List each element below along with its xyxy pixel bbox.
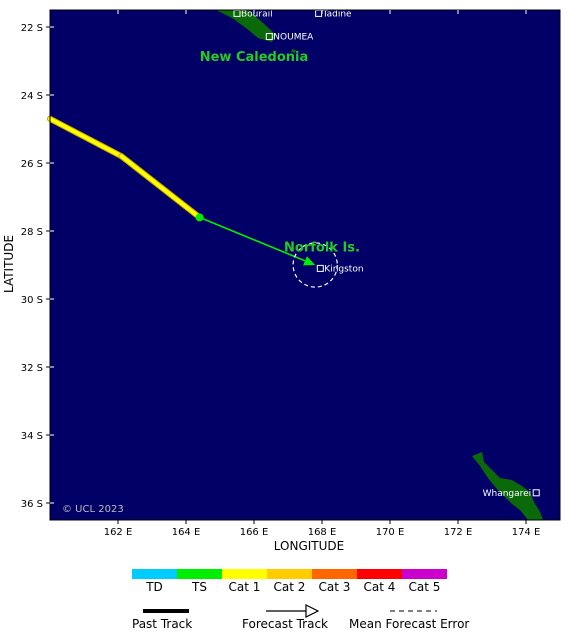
legend: TD TS Cat 1 Cat 2 Cat 3 Cat 4 Cat 5 Past Track… <box>132 569 469 631</box>
y-tick-label: 32 S <box>21 363 43 374</box>
category-swatch <box>402 569 447 579</box>
new-caledonia-landmass <box>216 10 276 42</box>
map-plot-area: Bourail Tadine NOUMEA Kingston Whangarei New … <box>47 9 560 520</box>
place-label: Bourail <box>241 9 273 19</box>
forecast-track-label: Forecast Track <box>242 617 328 631</box>
category-label: TS <box>191 580 207 594</box>
town-marker-icon <box>316 264 324 272</box>
category-swatch <box>357 569 402 579</box>
place-label: NOUMEA <box>273 33 314 43</box>
y-tick-label: 22 S <box>21 23 43 34</box>
category-label: Cat 5 <box>409 580 441 594</box>
x-tick-label: 164 E <box>172 527 201 538</box>
y-tick-label: 36 S <box>21 499 43 510</box>
category-label: TD <box>145 580 163 594</box>
current-position-marker <box>195 213 204 222</box>
new-zealand-landmass <box>472 452 543 520</box>
category-label: Cat 3 <box>319 580 351 594</box>
category-color-bar <box>132 569 447 579</box>
label-layer: Bourail Tadine NOUMEA Kingston Whangarei New … <box>200 9 540 499</box>
copyright-text: © UCL 2023 <box>62 504 124 515</box>
category-label: Cat 2 <box>274 580 306 594</box>
category-swatch <box>267 569 312 579</box>
forecast-arrow-icon <box>305 604 320 618</box>
place-label: Whangarei <box>483 489 532 499</box>
past-track-segment <box>48 116 124 159</box>
category-labels: TD TS Cat 1 Cat 2 Cat 3 Cat 4 Cat 5 <box>145 580 440 594</box>
region-label: New Caledonia <box>200 50 309 65</box>
region-label: Norfolk Is. <box>284 240 360 255</box>
past-track-segment <box>119 154 202 220</box>
mean-forecast-error-label: Mean Forecast Error <box>349 617 469 631</box>
x-tick-label: 162 E <box>104 527 133 538</box>
past-track-label: Past Track <box>132 617 192 631</box>
y-tick-label: 26 S <box>21 159 43 170</box>
y-tick-label: 34 S <box>21 431 43 442</box>
x-tick-label: 174 E <box>512 527 541 538</box>
category-swatch <box>222 569 267 579</box>
town-marker-icon <box>532 489 540 497</box>
forecast-arrow-icon <box>303 256 316 266</box>
x-tick-label: 168 E <box>308 527 337 538</box>
place-label: Kingston <box>324 264 363 274</box>
y-tick-label: 28 S <box>21 227 43 238</box>
category-label: Cat 1 <box>229 580 261 594</box>
category-swatch <box>312 569 357 579</box>
x-axis-title: LONGITUDE <box>274 539 344 553</box>
y-axis-title: LATITUDE <box>2 235 16 293</box>
y-tick-label: 30 S <box>21 295 43 306</box>
forecast-track-line <box>199 216 306 262</box>
x-tick-label: 166 E <box>240 527 269 538</box>
x-tick-label: 170 E <box>376 527 405 538</box>
mean-forecast-error-circle <box>292 242 338 288</box>
y-tick-label: 24 S <box>21 91 43 102</box>
place-label: Tadine <box>322 9 352 19</box>
axes-layer: 162 E 164 E 166 E 168 E 170 E 172 E 174 E 22 S 2… <box>21 9 561 538</box>
land-layer <box>216 10 543 520</box>
track-layer <box>47 115 338 288</box>
category-swatch <box>177 569 222 579</box>
category-swatch <box>132 569 177 579</box>
map-frame <box>49 9 561 521</box>
town-marker-icon <box>265 33 273 41</box>
islet-landmass <box>291 49 296 53</box>
x-tick-label: 172 E <box>444 527 473 538</box>
category-label: Cat 4 <box>364 580 396 594</box>
